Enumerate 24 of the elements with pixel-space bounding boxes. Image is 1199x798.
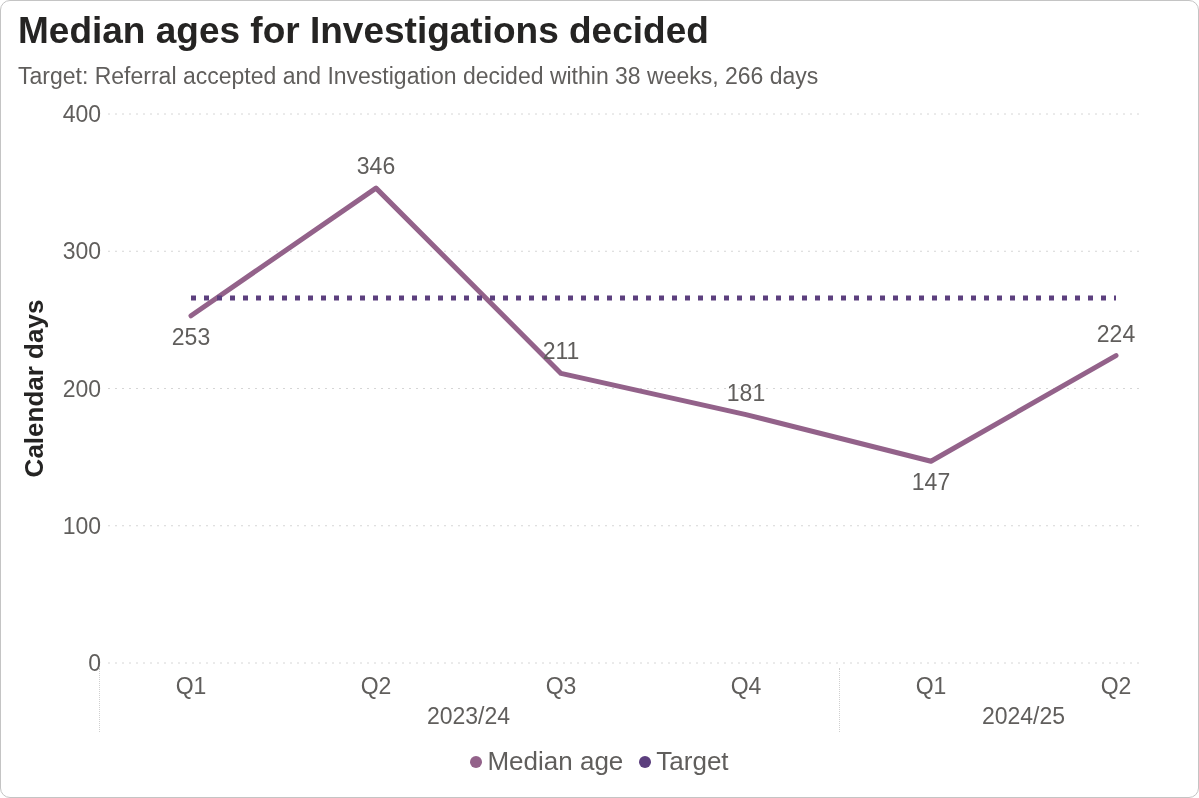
x-tick-label: Q2 bbox=[360, 673, 392, 700]
legend-label: Median age bbox=[487, 746, 624, 777]
text: 2024/25 bbox=[980, 703, 1067, 730]
chart-title: Median ages for Investigations decided bbox=[18, 10, 709, 52]
y-tick-label: 400 bbox=[62, 101, 101, 128]
x-tick-label: Q3 bbox=[545, 673, 577, 700]
data-label: 211 bbox=[542, 338, 580, 365]
x-tick-label: Q2 bbox=[1100, 673, 1132, 700]
data-label: 224 bbox=[1096, 320, 1136, 347]
y-tick-label: 100 bbox=[62, 512, 101, 539]
y-tick-label: 0 bbox=[88, 650, 101, 677]
data-label: 346 bbox=[356, 153, 396, 180]
y-axis-title: Calendar days bbox=[19, 299, 49, 478]
y-tick-label: 200 bbox=[62, 375, 101, 402]
chart-subtitle: Target: Referral accepted and Investigation decided within 38 weeks, 266 days bbox=[18, 63, 819, 90]
y-tick-label: 300 bbox=[62, 238, 101, 265]
text: 2023/24 bbox=[425, 703, 512, 730]
x-tick-label: Q4 bbox=[730, 673, 762, 700]
x-tick-label: Q1 bbox=[175, 673, 207, 700]
x-tick-label: Q1 bbox=[915, 673, 947, 700]
legend-label: Target bbox=[656, 746, 729, 777]
data-label: 181 bbox=[726, 379, 766, 406]
data-label: 253 bbox=[171, 323, 211, 350]
data-label: 147 bbox=[911, 469, 951, 496]
